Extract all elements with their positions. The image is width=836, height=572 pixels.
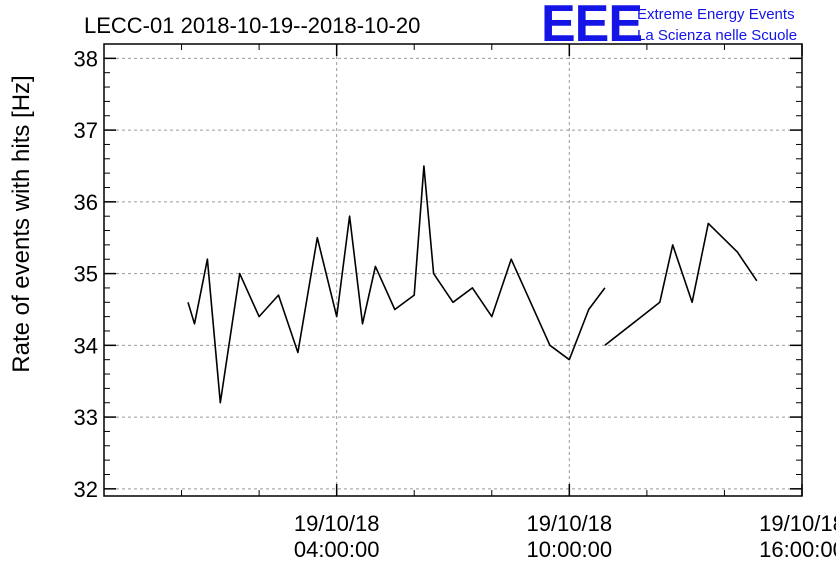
- x-tick-label-date: 19/10/18: [759, 511, 836, 536]
- logo-line1: Extreme Energy Events: [637, 6, 795, 23]
- y-axis-title: Rate of events with hits [Hz]: [8, 75, 35, 372]
- x-tick-label-date: 19/10/18: [527, 511, 613, 536]
- axis-ticks: [104, 44, 803, 496]
- y-tick-label: 38: [74, 46, 98, 71]
- x-tick-labels: 19/10/1804:00:0019/10/1810:00:0019/10/18…: [294, 511, 836, 562]
- series-line-segment-0: [187, 165, 606, 404]
- grid: [104, 44, 802, 496]
- plot-frame: [103, 43, 803, 497]
- series-group: [187, 165, 758, 404]
- y-tick-label: 35: [74, 262, 98, 287]
- y-tick-label: 33: [74, 405, 98, 430]
- logo-line2: La Scienza nelle Scuole: [637, 27, 797, 44]
- y-tick-labels: 32 33 34 35 36 37 38: [74, 46, 98, 501]
- x-tick-label-time: 10:00:00: [527, 537, 613, 562]
- logo-mark: EEE: [541, 0, 642, 53]
- y-tick-label: 36: [74, 190, 98, 215]
- y-tick-label: 32: [74, 477, 98, 502]
- eee-logo: EEE Extreme Energy Events La Scienza nel…: [541, 0, 797, 53]
- chart-title: LECC-01 2018-10-19--2018-10-20: [84, 13, 420, 38]
- x-tick-label-time: 16:00:00: [759, 537, 836, 562]
- y-tick-label: 37: [74, 118, 98, 143]
- y-tick-label: 34: [74, 333, 98, 358]
- x-tick-label-date: 19/10/18: [294, 511, 380, 536]
- series-line-segment-1: [604, 222, 758, 346]
- x-tick-label-time: 04:00:00: [294, 537, 380, 562]
